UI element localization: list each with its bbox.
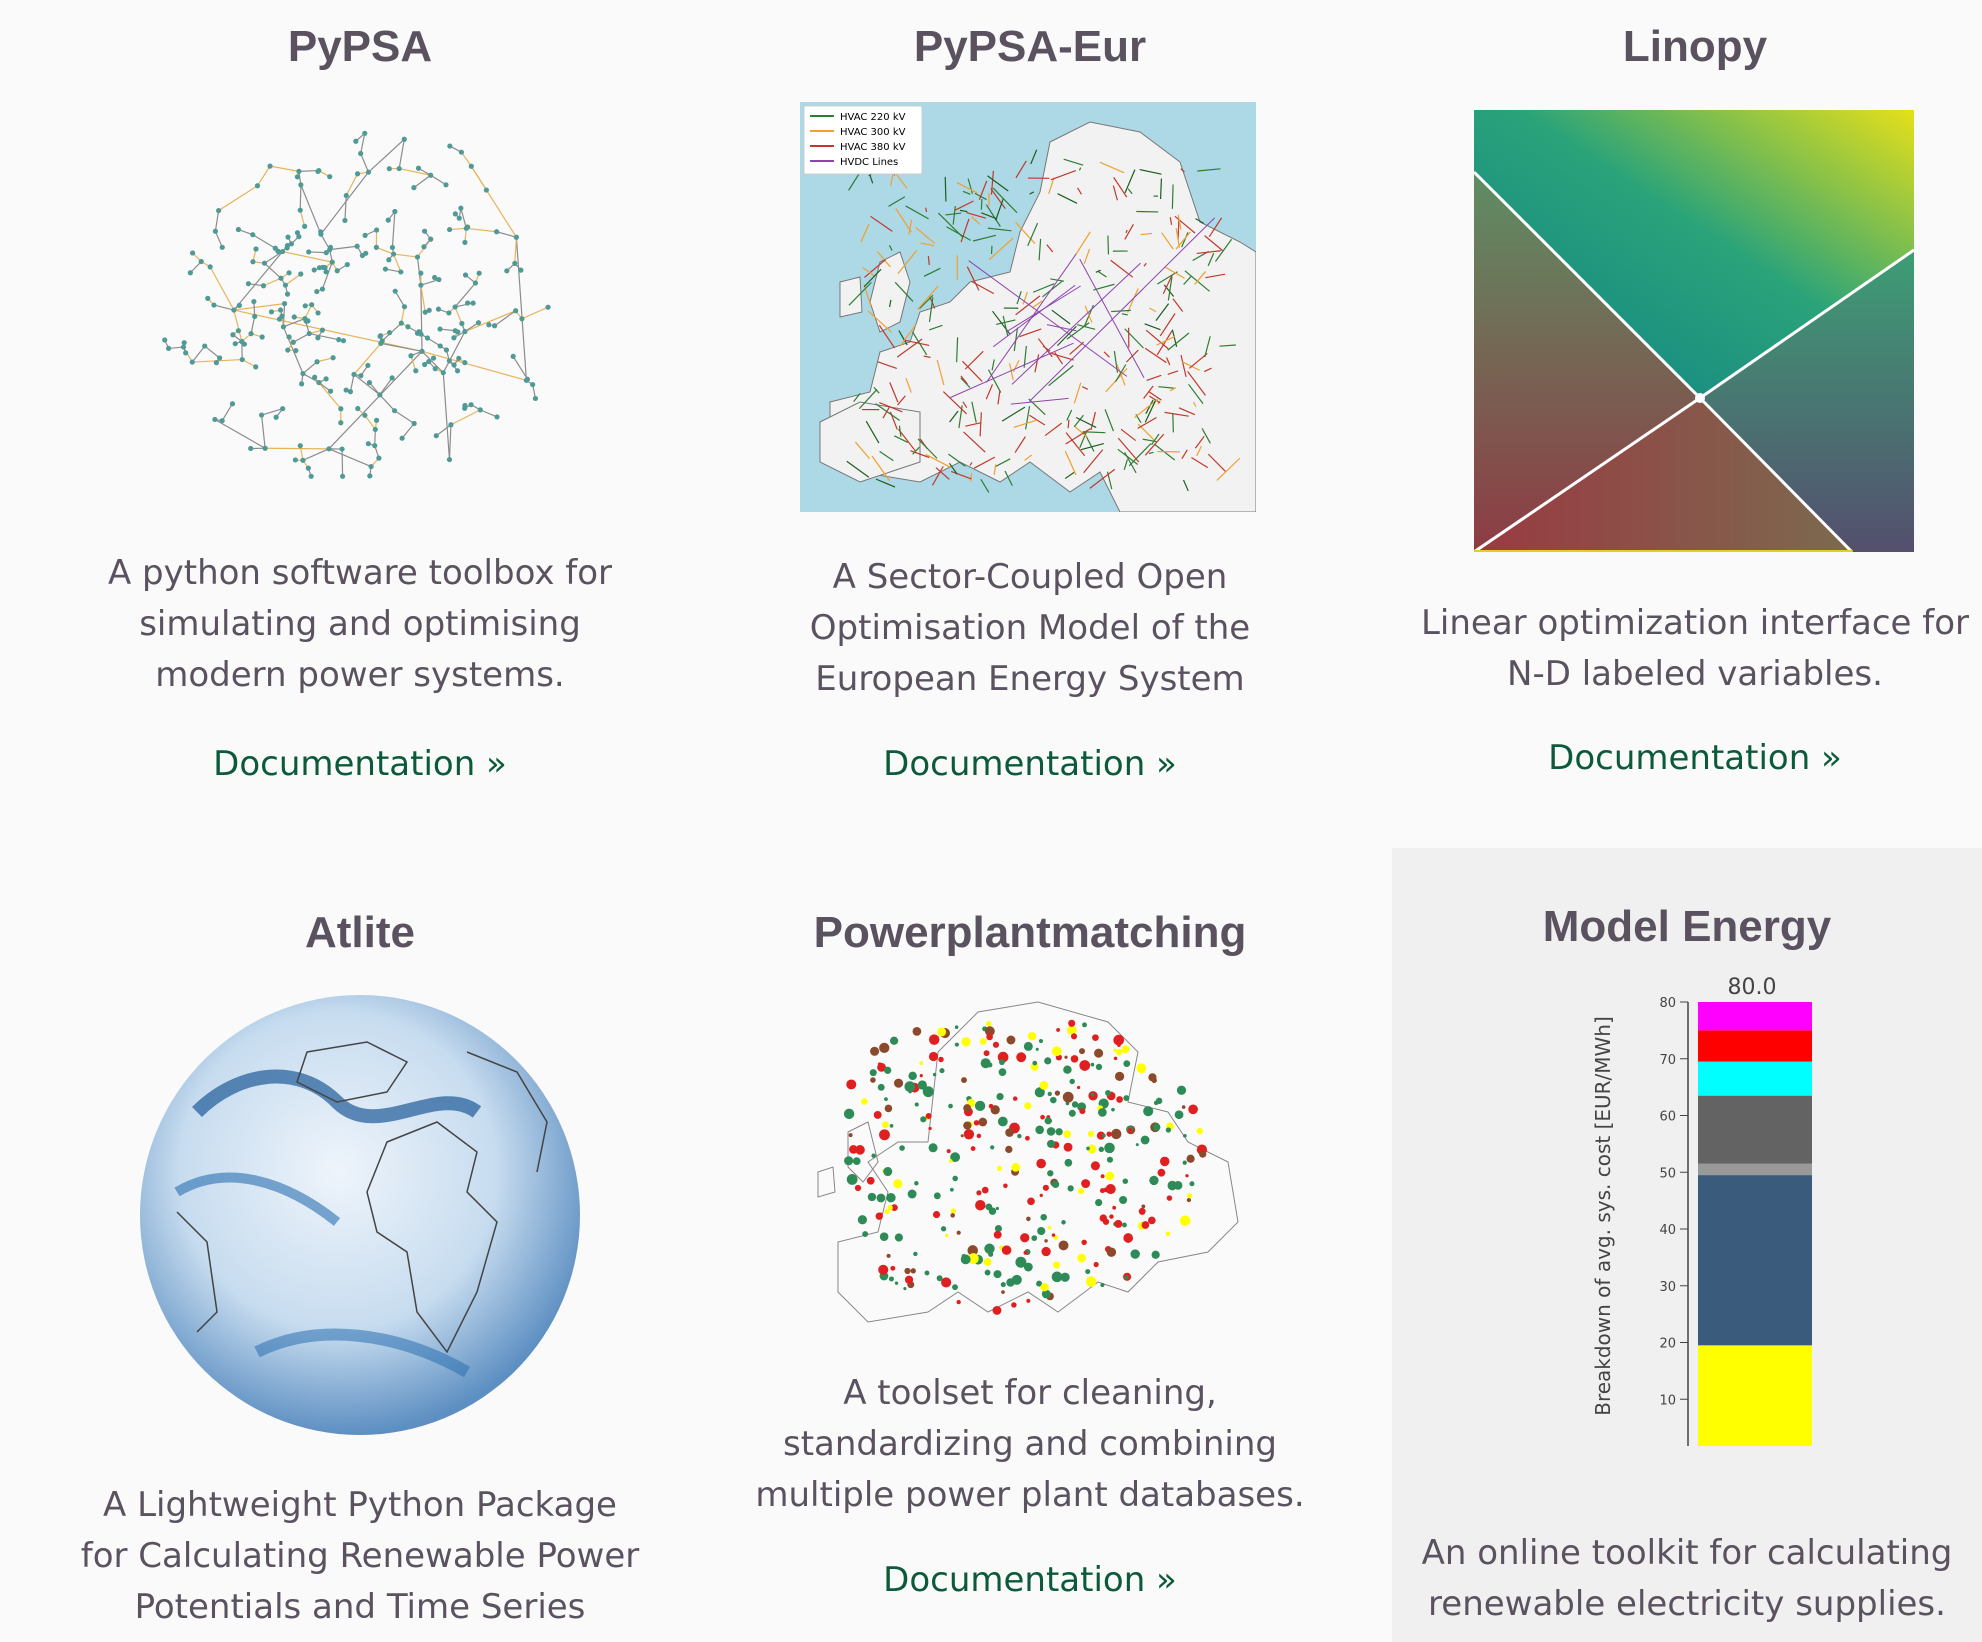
project-description: An online toolkit for calculating renewa…: [1421, 1533, 1953, 1624]
card-powerplantmatching: Powerplantmatching A toolset for cleanin…: [710, 860, 1350, 1642]
y-axis-label: Breakdown of avg. sys. cost [EUR/MWh]: [1591, 1016, 1615, 1416]
y-tick-label: 60: [1659, 1110, 1676, 1125]
y-tick-label: 40: [1659, 1223, 1676, 1238]
card-atlite: Atlite A Lightweight Python Package for …: [40, 860, 680, 1642]
card-pypsa-eur: PyPSA-Eur HVAC 220 kV HVAC 300 kV HVAC 3…: [710, 0, 1350, 820]
project-title: Atlite: [305, 908, 415, 957]
powerplant-dots: [843, 1019, 1208, 1315]
bar-segment-6: [1698, 1002, 1812, 1031]
total-label: 80.0: [1728, 975, 1777, 1000]
project-description: A Lightweight Python Package for Calcula…: [80, 1485, 640, 1627]
y-tick-label: 50: [1659, 1166, 1676, 1181]
legend-entry: HVAC 380 kV: [840, 142, 906, 153]
globe-image: [140, 995, 580, 1435]
bar-segment-4: [1698, 1061, 1812, 1096]
bar-segment-2: [1698, 1163, 1812, 1176]
y-tick-label: 70: [1659, 1053, 1676, 1068]
europe-grid-map-image: HVAC 220 kV HVAC 300 kV HVAC 380 kV HVDC…: [800, 102, 1256, 512]
project-title: Linopy: [1622, 22, 1768, 71]
bar-segment-1: [1698, 1175, 1812, 1346]
documentation-link[interactable]: Documentation »: [213, 744, 507, 784]
project-title: Model Energy: [1542, 902, 1832, 951]
legend-entry: HVDC Lines: [840, 157, 898, 168]
bar-segment-5: [1698, 1030, 1812, 1062]
linopy-logo-image: [1474, 110, 1914, 552]
project-title: Powerplantmatching: [813, 908, 1247, 957]
y-tick-label: 30: [1659, 1280, 1676, 1295]
bar-segment-0: [1698, 1345, 1812, 1446]
bar-segment-3: [1698, 1095, 1812, 1164]
documentation-link[interactable]: Documentation »: [883, 1560, 1177, 1600]
map-legend: HVAC 220 kV HVAC 300 kV HVAC 380 kV HVDC…: [803, 105, 923, 175]
card-linopy: Linopy: [1380, 0, 1982, 820]
powerplant-map-image: [817, 1001, 1239, 1323]
project-description: A toolset for cleaning, standardizing an…: [755, 1373, 1305, 1515]
project-description: Linear optimization interface for N-D la…: [1420, 603, 1970, 694]
project-description: A python software toolbox for simulating…: [107, 553, 613, 695]
network-graph-image: [162, 130, 551, 479]
legend-entry: HVAC 300 kV: [840, 127, 906, 138]
project-description: A Sector-Coupled Open Optimisation Model…: [809, 557, 1251, 699]
cost-breakdown-chart: Breakdown of avg. sys. cost [EUR/MWh] 01…: [1591, 975, 1812, 1446]
legend-entry: HVAC 220 kV: [840, 112, 906, 123]
grid-lines: [846, 148, 1241, 493]
card-pypsa: PyPSA A python software toolbox for simu…: [40, 0, 680, 820]
y-tick-label: 80: [1659, 996, 1676, 1011]
card-model-energy: Model Energy Breakdown of avg. sys. cost…: [1392, 848, 1982, 1642]
documentation-link[interactable]: Documentation »: [883, 744, 1177, 784]
y-tick-label: 10: [1659, 1393, 1676, 1408]
project-title: PyPSA-Eur: [913, 22, 1147, 71]
project-title: PyPSA: [287, 22, 433, 71]
y-tick-label: 20: [1659, 1337, 1676, 1352]
documentation-link[interactable]: Documentation »: [1548, 738, 1842, 778]
